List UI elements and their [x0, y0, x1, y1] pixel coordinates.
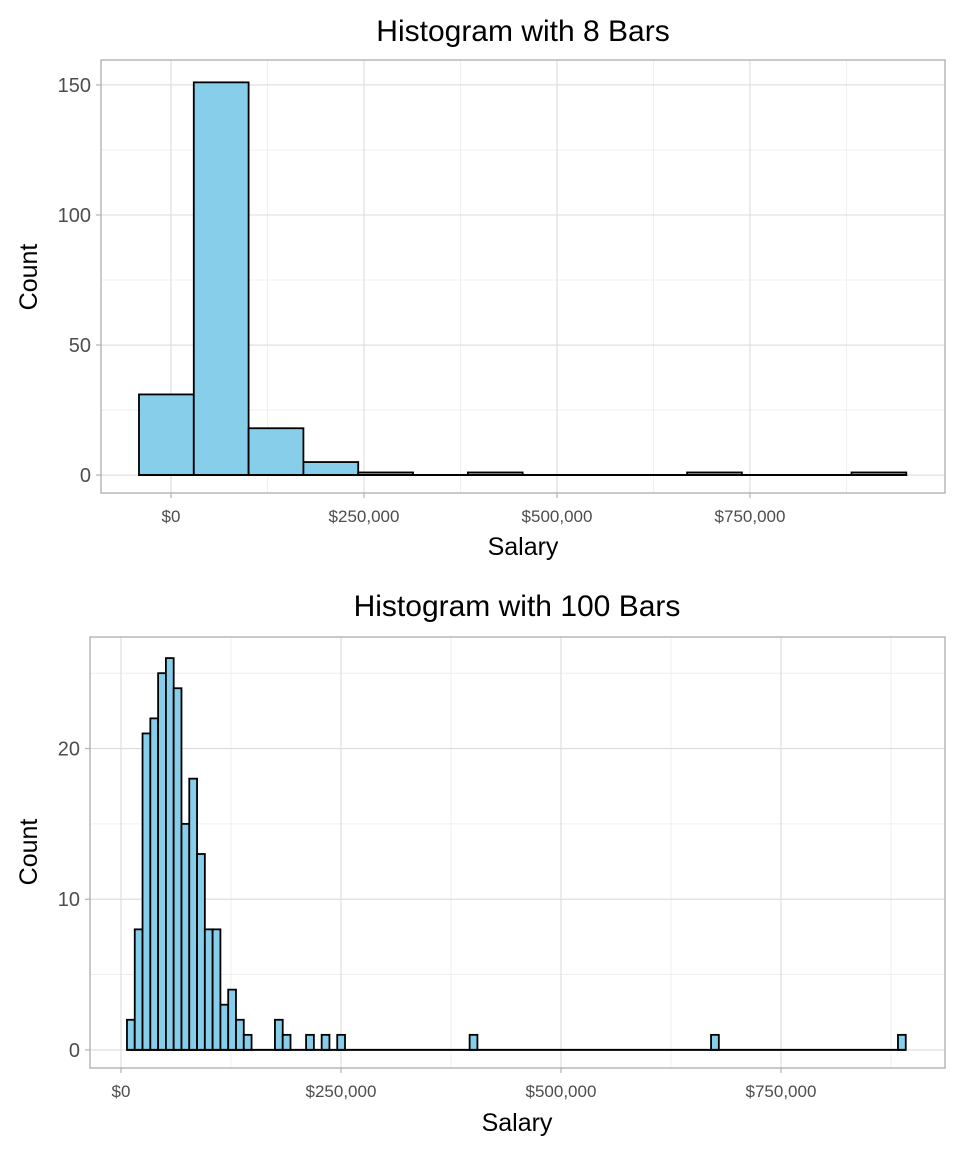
y-tick-label: 50 — [69, 335, 91, 357]
y-tick-label: 20 — [58, 739, 80, 761]
histogram-bar — [897, 1033, 907, 1051]
histogram-bar — [141, 732, 152, 1051]
histogram-8-bars: Histogram with 8 Bars Salary Count 0 50 10… — [15, 15, 946, 561]
y-tick-label: 10 — [58, 889, 80, 911]
y-tick-label: 0 — [69, 1040, 80, 1062]
histogram-bar — [164, 657, 175, 1051]
y-tick-label: 150 — [58, 75, 91, 97]
histogram-bar — [468, 1033, 479, 1051]
bars — [126, 657, 907, 1051]
histogram-bar — [274, 1018, 284, 1051]
x-tick-label: $0 — [112, 1082, 131, 1101]
histogram-bar — [336, 1033, 346, 1051]
x-tick-label: $0 — [162, 507, 181, 526]
histogram-bar — [126, 1018, 136, 1051]
histogram-bar — [203, 928, 214, 1051]
histogram-bar — [247, 427, 305, 476]
histogram-bar — [302, 461, 360, 476]
y-axis-title: Count — [15, 819, 43, 886]
histogram-bar — [157, 672, 167, 1051]
chart-title: Histogram with 8 Bars — [376, 15, 669, 48]
histogram-bar — [305, 1033, 315, 1051]
histogram-bar — [172, 687, 183, 1051]
histogram-bar — [196, 853, 206, 1051]
chart-title: Histogram with 100 Bars — [354, 590, 681, 623]
y-tick-label: 0 — [80, 465, 91, 487]
histogram-bar — [227, 988, 237, 1051]
x-tick-label: $500,000 — [526, 1082, 597, 1101]
histogram-bar — [281, 1033, 292, 1051]
histogram-bar — [192, 81, 250, 476]
histogram-bar — [710, 1033, 720, 1051]
bars — [138, 81, 908, 477]
histogram-bar — [149, 717, 160, 1051]
histogram-bar — [211, 928, 222, 1051]
histogram-bar — [138, 393, 195, 476]
x-axis-title: Salary — [482, 1109, 553, 1137]
histogram-bar — [320, 1033, 331, 1051]
histogram-bar — [188, 777, 198, 1051]
histogram-bar — [219, 1003, 230, 1051]
x-tick-label: $250,000 — [306, 1082, 377, 1101]
x-tick-label: $750,000 — [746, 1082, 817, 1101]
y-axis-title: Count — [15, 244, 43, 311]
histogram-bar — [133, 928, 144, 1051]
x-tick-label: $500,000 — [522, 507, 593, 526]
histogram-bar — [242, 1033, 253, 1051]
x-tick-label: $750,000 — [715, 507, 786, 526]
x-tick-label: $250,000 — [329, 507, 400, 526]
histogram-bar — [180, 822, 191, 1051]
x-axis-title: Salary — [488, 533, 559, 561]
panel-border — [100, 59, 946, 494]
y-tick-label: 100 — [58, 205, 91, 227]
histogram-bar — [235, 1018, 245, 1051]
histogram-100-bars: Histogram with 100 Bars Salary Count 0 10… — [15, 590, 946, 1137]
panel-border — [89, 636, 946, 1069]
